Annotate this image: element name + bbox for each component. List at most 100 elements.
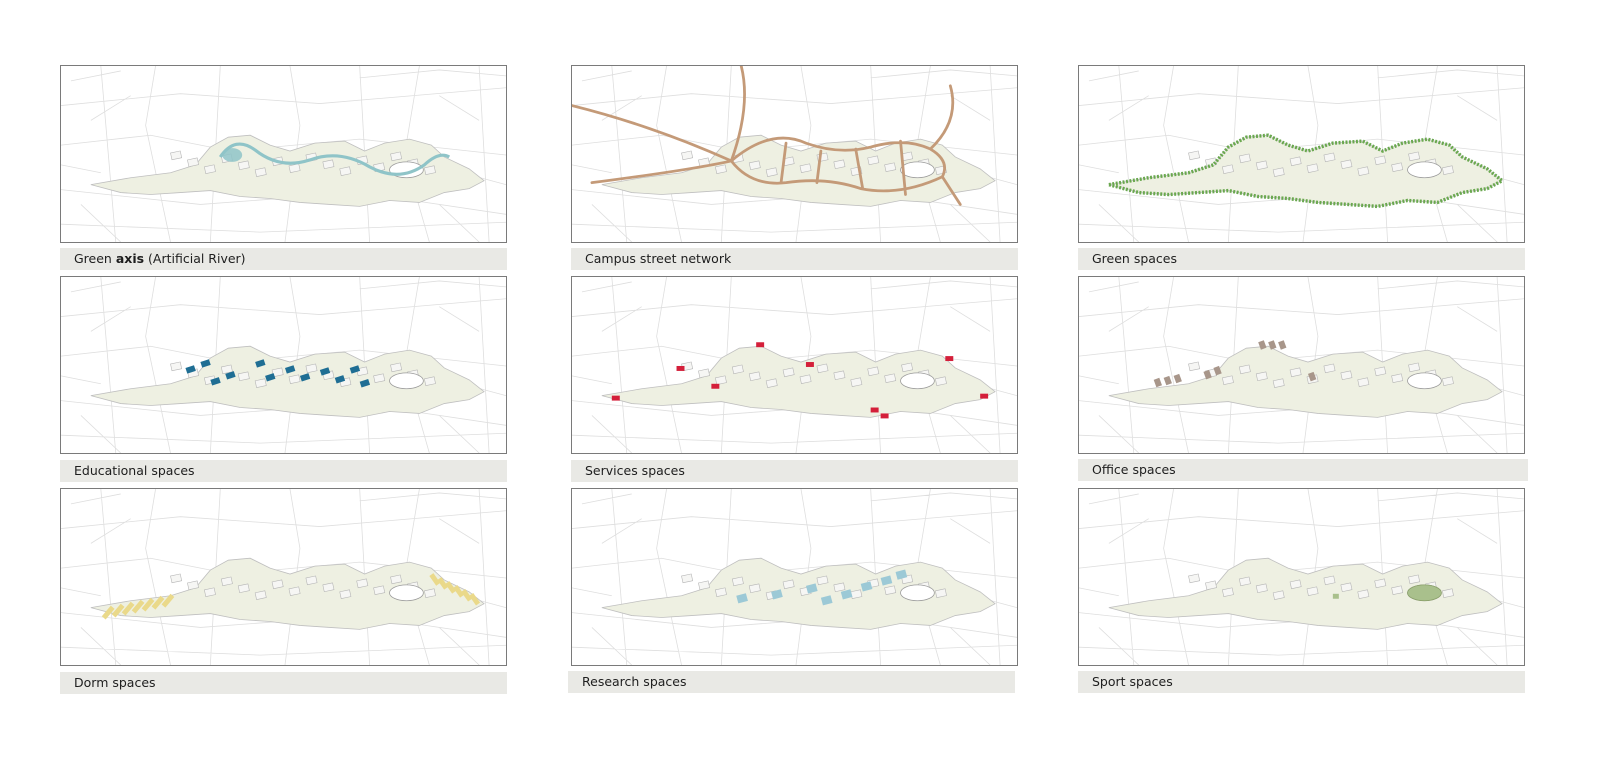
campus-outline [90,345,485,418]
educational-building [255,359,266,368]
research-building [805,583,818,594]
highlight-layer [1153,340,1317,388]
campus-map [572,277,1017,453]
service-building [711,383,720,389]
campus-outline [1108,557,1503,630]
educational-building [225,371,236,380]
educational-building [349,365,361,374]
dorm-building [121,601,135,616]
service-building [980,393,989,399]
stadium-outline [389,584,424,602]
map-panel-office-spaces [1078,276,1525,454]
dorm-building [151,595,165,610]
map-panel-dorm-spaces [60,488,507,666]
campus-blocks [170,573,436,600]
research-building [860,581,873,592]
service-building [611,395,620,401]
dorm-building [445,581,457,594]
caption-research-spaces: Research spaces [568,671,1015,693]
street-lines [572,66,962,206]
campus-map [1079,66,1524,242]
sport-field [1407,584,1442,602]
map-panel-campus-street-network [571,65,1018,243]
highlight-layer [736,569,908,606]
campus-blocks [681,361,947,388]
educational-building [185,365,196,374]
highlight-layer [1332,584,1442,602]
campus-blocks [1188,361,1454,388]
map-panel-research-spaces [571,488,1018,666]
highlight-layer [572,66,962,206]
map-panel-services-spaces [571,276,1018,454]
highlight-layer [101,573,481,620]
stadium-outline [1407,372,1442,390]
dorm-building [437,577,449,590]
stadium-outline [900,584,935,602]
office-building [1258,340,1267,350]
highlight-layer [611,342,989,419]
campus-outline [601,134,996,207]
green-belt [1108,133,1506,209]
dorm-building [131,599,145,614]
campus-map [572,489,1017,665]
campus-blocks [681,150,947,177]
office-building [1203,369,1212,380]
campus-outline [601,345,996,418]
campus-map [61,489,506,665]
educational-building [319,367,331,376]
caption-office-spaces-text: Office spaces [1092,462,1176,477]
dorm-building [469,592,481,606]
campus-map [1079,277,1524,453]
caption-research-spaces-text: Research spaces [582,674,687,689]
caption-green-axis-suffix: (Artificial River) [144,251,246,266]
campus-blocks [1188,573,1454,600]
campus-map [572,66,1017,242]
research-building [736,593,748,604]
campus-outline [90,134,485,207]
dorm-building [161,593,175,608]
stadium-outline [1407,161,1442,179]
educational-building [299,373,311,382]
office-building [1213,365,1222,376]
research-building [840,589,853,600]
educational-building [284,365,296,374]
caption-sport-spaces-text: Sport spaces [1092,674,1173,689]
research-building [880,575,893,586]
caption-green-axis-bold: axis [115,251,145,266]
caption-green-axis: Green axis (Artificial River) [60,248,507,270]
campus-outline [1108,345,1503,418]
sport-court [1332,593,1339,599]
office-building [1163,375,1172,386]
caption-dorm-spaces: Dorm spaces [60,672,507,694]
caption-green-axis-prefix: Green [74,251,116,266]
caption-dorm-spaces-text: Dorm spaces [74,675,156,690]
caption-campus-street-network-text: Campus street network [585,251,732,266]
office-building [1307,371,1317,382]
research-building [771,589,783,600]
map-panel-educational-spaces [60,276,507,454]
educational-building [210,377,221,386]
campus-blocks [1188,150,1454,177]
office-building [1173,373,1182,384]
dorm-building [453,585,465,598]
highlight-layer [185,359,371,388]
campus-map [1079,489,1524,665]
stadium-outline [389,372,424,390]
service-building [756,342,765,348]
campus-map [61,277,506,453]
caption-services-spaces-text: Services spaces [585,463,685,478]
dorm-building [111,603,125,618]
stadium-outline [900,161,935,179]
highlight-layer [1108,133,1506,209]
stadium-outline [900,372,935,390]
educational-building [334,375,346,384]
office-building [1268,340,1277,350]
caption-office-spaces: Office spaces [1078,459,1528,481]
research-building [895,569,908,580]
highlight-layer [218,142,451,176]
office-building [1278,340,1287,350]
campus-map [61,66,506,242]
caption-sport-spaces: Sport spaces [1078,671,1525,693]
office-building [1153,377,1163,388]
caption-services-spaces: Services spaces [571,460,1018,482]
